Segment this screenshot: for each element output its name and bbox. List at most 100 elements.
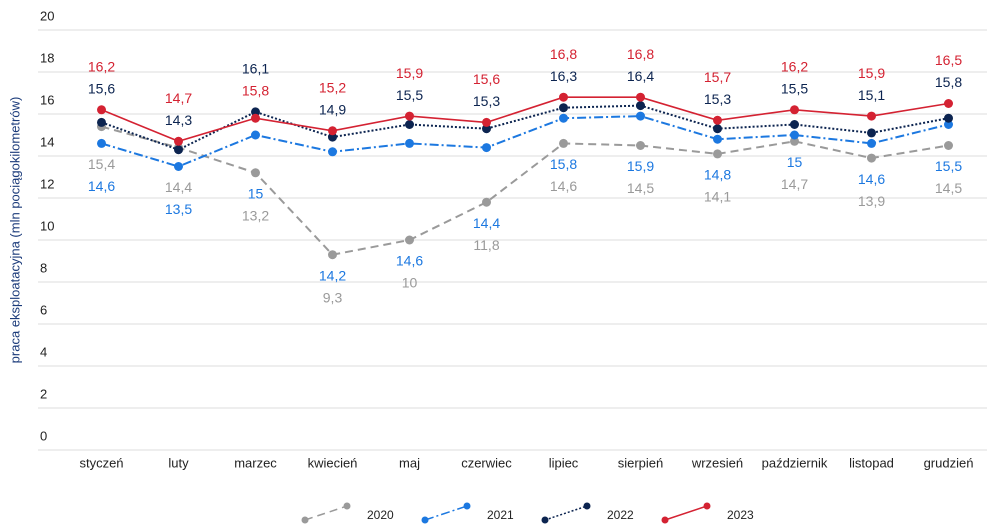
value-label: 13,9 (858, 193, 885, 209)
point (405, 138, 414, 148)
value-label: 16,8 (627, 46, 654, 62)
x-tick-label: maj (399, 455, 420, 470)
value-label: 14,5 (935, 180, 962, 196)
x-tick-label: listopad (849, 455, 894, 470)
series-line (101, 125, 949, 256)
value-label: 10 (402, 275, 418, 291)
point (636, 141, 645, 150)
point (636, 92, 645, 102)
legend-dot (301, 516, 309, 524)
y-tick-label: 10 (40, 218, 54, 233)
legend-label: 2020 (367, 508, 394, 522)
value-label: 15,8 (935, 74, 962, 90)
y-tick-label: 4 (40, 344, 47, 359)
point (713, 115, 722, 125)
value-label: 16,3 (550, 68, 577, 84)
value-label: 13,2 (242, 208, 269, 224)
value-label: 13,5 (165, 201, 192, 217)
point (97, 117, 106, 127)
value-label: 15,8 (242, 83, 269, 99)
point (636, 111, 645, 121)
point (944, 141, 953, 150)
point (97, 138, 106, 148)
point (482, 124, 491, 134)
value-label: 14,7 (165, 90, 192, 106)
y-tick-label: 2 (40, 386, 47, 401)
y-axis-label: praca eksploatacyjna (mln pociągokilomet… (7, 97, 22, 364)
point (174, 145, 183, 155)
y-tick-label: 14 (40, 134, 54, 149)
value-label: 16,4 (627, 68, 654, 84)
value-label: 15 (787, 154, 803, 170)
value-label: 15,7 (704, 69, 731, 85)
x-tick-label: wrzesień (691, 455, 743, 470)
point (867, 111, 876, 121)
value-label: 15,3 (473, 93, 500, 109)
value-label: 16,5 (935, 52, 962, 68)
x-tick-label: czerwiec (461, 455, 512, 470)
y-tick-label: 0 (40, 428, 47, 443)
x-tick-label: grudzień (924, 455, 974, 470)
legend-dot (421, 516, 429, 524)
legend-dot (463, 502, 471, 510)
legend-dot (343, 502, 351, 510)
point (636, 101, 645, 111)
point (559, 92, 568, 102)
legend-dot (661, 516, 669, 524)
value-label: 14,4 (165, 179, 192, 195)
point (405, 111, 414, 121)
point (944, 113, 953, 123)
y-tick-label: 20 (40, 8, 54, 23)
series-line (101, 104, 949, 151)
value-label: 15,5 (935, 158, 962, 174)
legend-swatch (424, 505, 468, 521)
value-label: 15,9 (627, 158, 654, 174)
point (482, 117, 491, 127)
value-label: 15,6 (473, 71, 500, 87)
point (559, 138, 568, 148)
y-tick-label: 18 (40, 50, 54, 65)
value-label: 16,8 (550, 46, 577, 62)
point (328, 250, 337, 260)
point (790, 136, 799, 146)
point (328, 132, 337, 142)
point (867, 128, 876, 138)
legend-swatch (304, 505, 348, 521)
point (482, 143, 491, 153)
point (251, 168, 260, 178)
legend-label: 2022 (607, 508, 634, 522)
point (251, 107, 260, 117)
point (174, 136, 183, 146)
value-label: 15,6 (88, 81, 115, 97)
legend-dot (703, 502, 711, 510)
x-tick-label: październik (762, 455, 828, 470)
point (790, 120, 799, 129)
point (867, 138, 876, 148)
point (97, 105, 106, 115)
point (713, 149, 722, 159)
point (482, 197, 491, 207)
value-label: 14,6 (550, 178, 577, 194)
point (944, 99, 953, 108)
point (559, 113, 568, 123)
point (251, 113, 260, 123)
value-label: 14,2 (319, 267, 346, 283)
point (713, 124, 722, 134)
point (405, 120, 414, 129)
value-label: 16,1 (242, 61, 269, 77)
value-label: 14,4 (473, 215, 500, 231)
value-label: 15,5 (396, 87, 423, 103)
series-line (101, 115, 949, 168)
legend-label: 2021 (487, 508, 514, 522)
value-label: 15 (248, 186, 264, 202)
point (790, 105, 799, 115)
value-label: 14,9 (319, 102, 346, 118)
value-label: 15,9 (858, 65, 885, 81)
value-label: 9,3 (323, 289, 343, 305)
value-label: 14,6 (88, 178, 115, 194)
legend-swatch (544, 505, 588, 521)
legend-dot (541, 516, 549, 524)
point (174, 162, 183, 171)
value-label: 14,6 (858, 171, 885, 187)
point (713, 134, 722, 144)
